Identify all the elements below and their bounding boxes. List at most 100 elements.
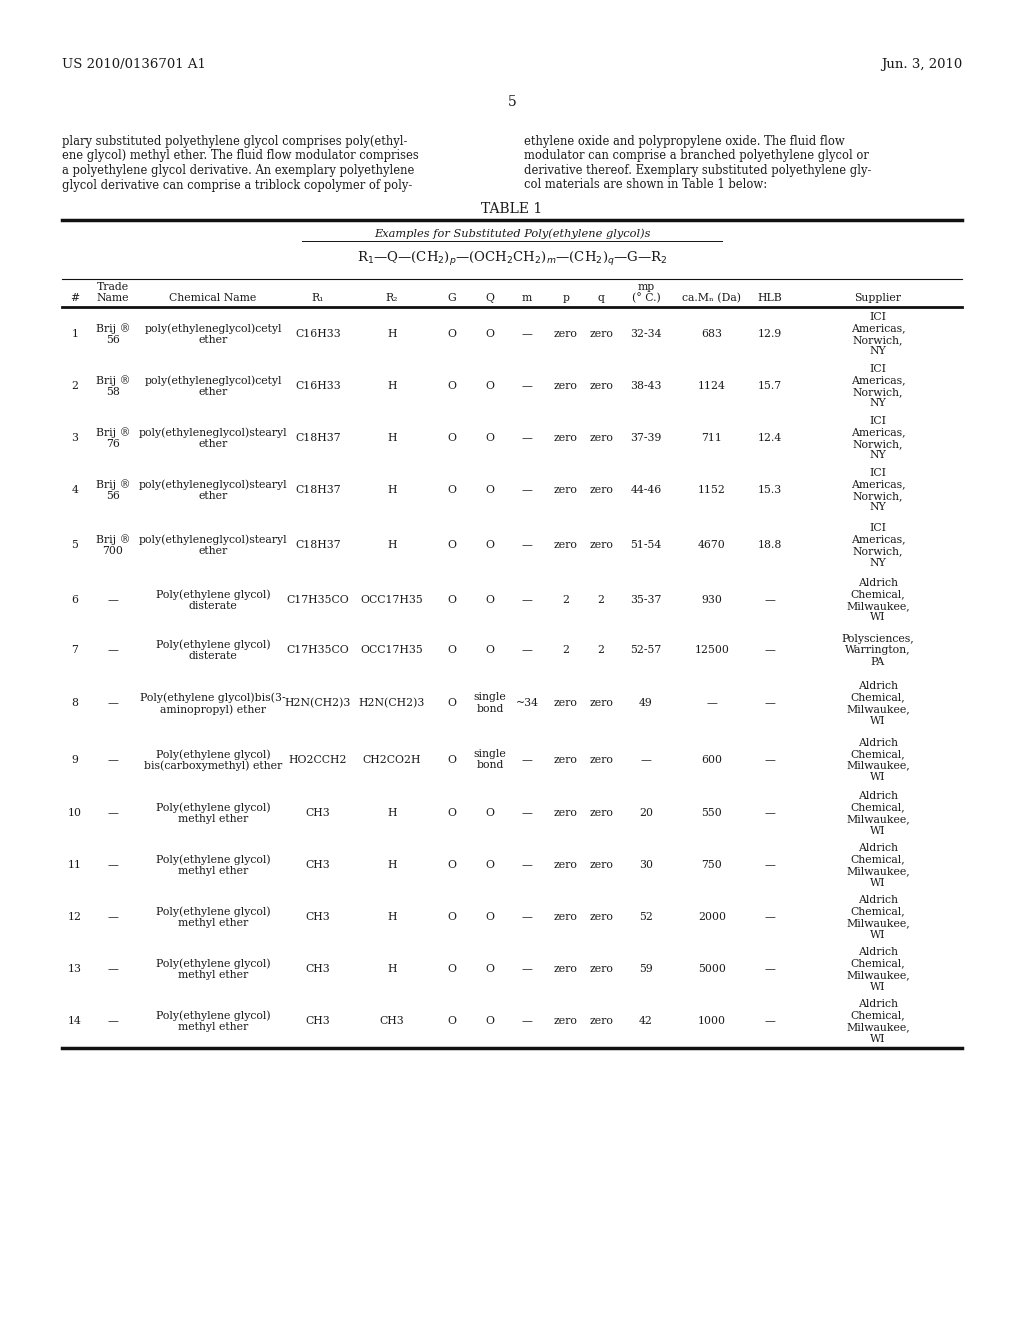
- Text: R₁: R₁: [311, 293, 325, 304]
- Text: 13: 13: [68, 964, 82, 974]
- Text: O: O: [485, 595, 495, 606]
- Text: Chemical,: Chemical,: [851, 958, 905, 969]
- Text: p: p: [562, 293, 569, 304]
- Text: ether: ether: [199, 387, 227, 397]
- Text: Milwaukee,: Milwaukee,: [846, 814, 910, 824]
- Text: ene glycol) methyl ether. The fluid flow modulator comprises: ene glycol) methyl ether. The fluid flow…: [62, 149, 419, 162]
- Text: Poly(ethylene glycol): Poly(ethylene glycol): [156, 958, 270, 969]
- Text: Aldrich: Aldrich: [858, 791, 898, 801]
- Text: q: q: [598, 293, 604, 304]
- Text: O: O: [485, 381, 495, 391]
- Text: Chemical,: Chemical,: [851, 693, 905, 702]
- Text: Aldrich: Aldrich: [858, 999, 898, 1008]
- Text: —: —: [765, 861, 775, 870]
- Text: NY: NY: [869, 399, 887, 408]
- Text: —: —: [521, 964, 532, 974]
- Text: disterate: disterate: [188, 601, 238, 611]
- Text: H: H: [387, 912, 396, 923]
- Text: 4670: 4670: [698, 540, 726, 550]
- Text: 30: 30: [639, 861, 653, 870]
- Text: C16H33: C16H33: [295, 329, 341, 339]
- Text: —: —: [108, 595, 119, 606]
- Text: 12500: 12500: [694, 645, 729, 655]
- Text: Q: Q: [485, 293, 495, 304]
- Text: zero: zero: [589, 381, 613, 391]
- Text: 38-43: 38-43: [630, 381, 662, 391]
- Text: 11: 11: [68, 861, 82, 870]
- Text: 12: 12: [68, 912, 82, 923]
- Text: ICI: ICI: [869, 364, 887, 374]
- Text: O: O: [447, 540, 457, 550]
- Text: Polysciences,: Polysciences,: [842, 634, 914, 644]
- Text: TABLE 1: TABLE 1: [481, 202, 543, 216]
- Text: Americas,: Americas,: [851, 428, 905, 437]
- Text: O: O: [485, 912, 495, 923]
- Text: G: G: [447, 293, 457, 304]
- Text: Americas,: Americas,: [851, 479, 905, 490]
- Text: WI: WI: [870, 982, 886, 991]
- Text: col materials are shown in Table 1 below:: col materials are shown in Table 1 below…: [524, 178, 767, 191]
- Text: WI: WI: [870, 878, 886, 887]
- Text: 5000: 5000: [698, 964, 726, 974]
- Text: zero: zero: [589, 540, 613, 550]
- Text: PA: PA: [870, 657, 885, 667]
- Text: 10: 10: [68, 808, 82, 818]
- Text: —: —: [108, 861, 119, 870]
- Text: —: —: [521, 540, 532, 550]
- Text: 930: 930: [701, 595, 723, 606]
- Text: O: O: [447, 861, 457, 870]
- Text: 14: 14: [68, 1016, 82, 1026]
- Text: O: O: [447, 595, 457, 606]
- Text: methyl ether: methyl ether: [178, 1022, 248, 1032]
- Text: O: O: [485, 329, 495, 339]
- Text: Chemical,: Chemical,: [851, 907, 905, 916]
- Text: zero: zero: [589, 1016, 613, 1026]
- Text: poly(ethyleneglycol)stearyl: poly(ethyleneglycol)stearyl: [138, 479, 288, 490]
- Text: 52-57: 52-57: [631, 645, 662, 655]
- Text: H: H: [387, 964, 396, 974]
- Text: 56: 56: [106, 335, 120, 345]
- Text: Milwaukee,: Milwaukee,: [846, 866, 910, 876]
- Text: poly(ethyleneglycol)cetyl: poly(ethyleneglycol)cetyl: [144, 375, 282, 385]
- Text: —: —: [108, 755, 119, 764]
- Text: O: O: [447, 329, 457, 339]
- Text: zero: zero: [589, 964, 613, 974]
- Text: C17H35CO: C17H35CO: [287, 645, 349, 655]
- Text: methyl ether: methyl ether: [178, 917, 248, 928]
- Text: HO2CCH2: HO2CCH2: [289, 755, 347, 764]
- Text: disterate: disterate: [188, 651, 238, 661]
- Text: HLB: HLB: [758, 293, 782, 304]
- Text: zero: zero: [554, 964, 578, 974]
- Text: 9: 9: [72, 755, 79, 764]
- Text: Aldrich: Aldrich: [858, 681, 898, 690]
- Text: —: —: [521, 381, 532, 391]
- Text: Chemical,: Chemical,: [851, 1011, 905, 1020]
- Text: NY: NY: [869, 346, 887, 356]
- Text: 56: 56: [106, 491, 120, 502]
- Text: Poly(ethylene glycol): Poly(ethylene glycol): [156, 639, 270, 649]
- Text: 4: 4: [72, 486, 79, 495]
- Text: Chemical,: Chemical,: [851, 854, 905, 865]
- Text: 2000: 2000: [698, 912, 726, 923]
- Text: methyl ether: methyl ether: [178, 970, 248, 979]
- Text: —: —: [765, 595, 775, 606]
- Text: Chemical,: Chemical,: [851, 803, 905, 813]
- Text: 35-37: 35-37: [631, 595, 662, 606]
- Text: O: O: [447, 433, 457, 444]
- Text: Warrington,: Warrington,: [845, 645, 910, 655]
- Text: ICI: ICI: [869, 523, 887, 533]
- Text: zero: zero: [589, 329, 613, 339]
- Text: 700: 700: [102, 546, 124, 556]
- Text: Aldrich: Aldrich: [858, 895, 898, 906]
- Text: zero: zero: [589, 755, 613, 764]
- Text: O: O: [485, 486, 495, 495]
- Text: WI: WI: [870, 825, 886, 836]
- Text: Milwaukee,: Milwaukee,: [846, 917, 910, 928]
- Text: zero: zero: [554, 486, 578, 495]
- Text: Examples for Substituted Poly(ethylene glycol)s: Examples for Substituted Poly(ethylene g…: [374, 228, 650, 239]
- Text: zero: zero: [554, 540, 578, 550]
- Text: —: —: [765, 964, 775, 974]
- Text: O: O: [447, 698, 457, 709]
- Text: zero: zero: [554, 808, 578, 818]
- Text: O: O: [447, 912, 457, 923]
